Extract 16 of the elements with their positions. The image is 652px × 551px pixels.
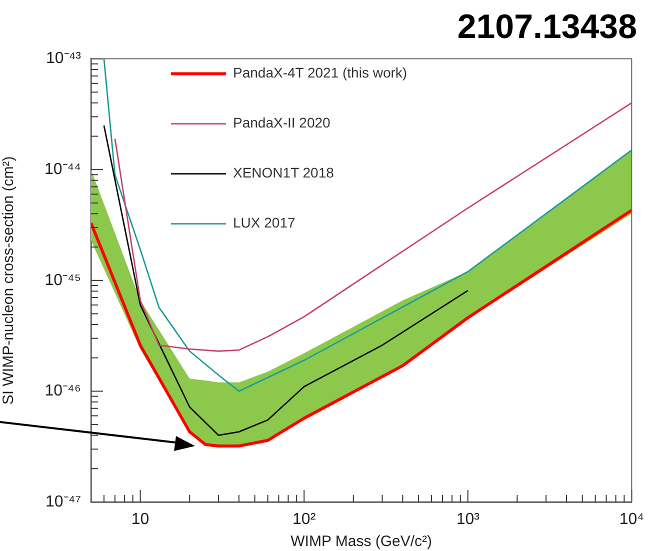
legend-label: XENON1T 2018 xyxy=(233,164,334,181)
y-tick-label: 10⁻⁴³ xyxy=(46,50,82,68)
y-tick-label: 10⁻⁴⁴ xyxy=(44,161,82,178)
y-axis-title: SI WIMP-nucleon cross-section (cm²) xyxy=(0,156,18,405)
chart-title: 2107.13438 xyxy=(457,8,637,46)
x-tick-label: 10² xyxy=(292,511,316,528)
y-tick-label: 10⁻⁴⁶ xyxy=(44,382,81,400)
legend-label: PandaX-4T 2021 (this work) xyxy=(233,64,408,81)
legend-label: LUX 2017 xyxy=(233,214,296,231)
x-tick-label: 10 xyxy=(131,511,150,528)
x-tick-label: 10⁴ xyxy=(619,511,644,528)
legend-label: PandaX-II 2020 xyxy=(233,114,331,131)
y-tick-label: 10⁻⁴⁷ xyxy=(46,493,82,510)
x-axis-title: WIMP Mass (GeV/c²) xyxy=(290,533,432,550)
y-tick-label: 10⁻⁴⁵ xyxy=(44,272,81,289)
x-tick-label: 10³ xyxy=(456,511,480,528)
